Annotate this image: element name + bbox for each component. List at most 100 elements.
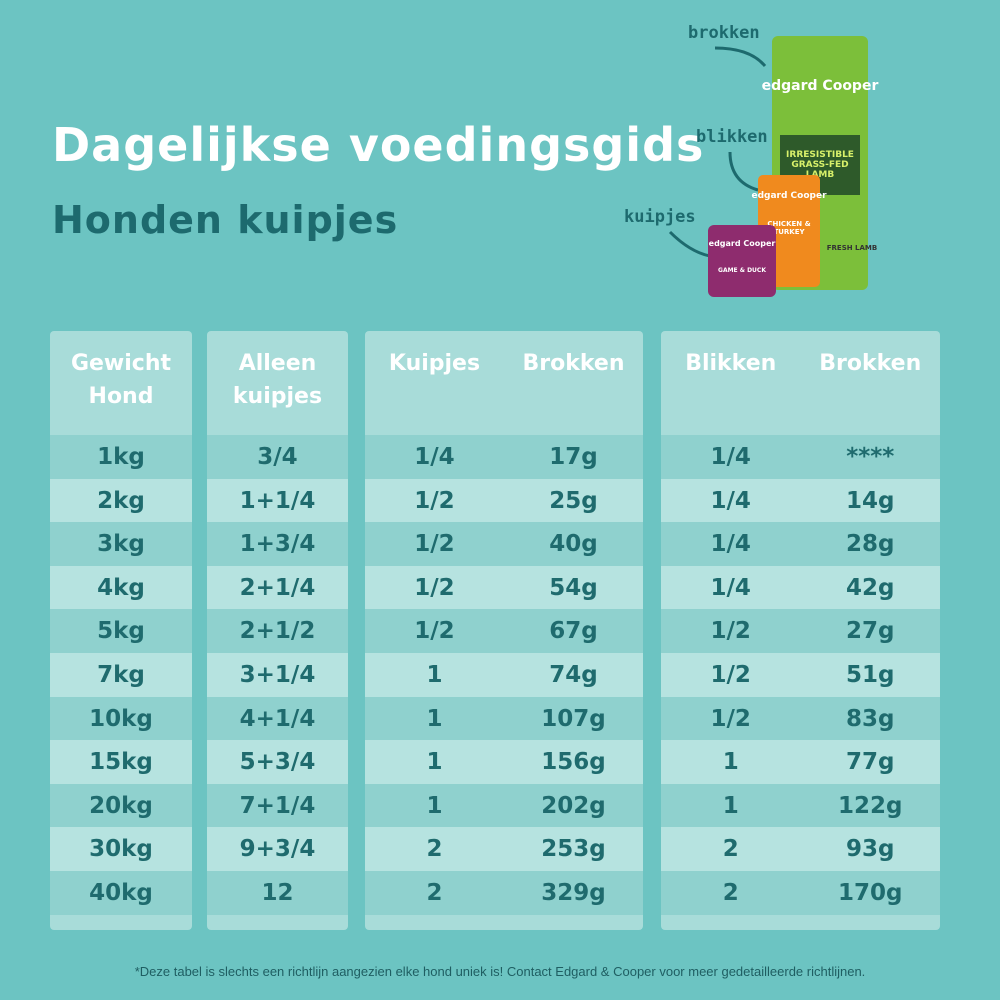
table-cell: 93g: [846, 836, 895, 863]
table-cell: 14g: [846, 487, 895, 514]
table-cell: 1: [426, 705, 443, 732]
table-cell: 1+3/4: [239, 531, 316, 558]
table-cell: 1/2: [710, 618, 751, 645]
table-row: 4+1/4: [207, 696, 348, 741]
column-header: Kuipjes: [388, 351, 481, 376]
table-panel: Alleen kuipjes 3/4 1+1/4 1+3/4 2+1/4 2+1/2 3+1…: [207, 331, 348, 930]
table-cell: 5kg: [97, 618, 145, 645]
table-cell: 12: [261, 880, 294, 906]
table-cell: 1/4: [710, 487, 751, 514]
table-panel: Gewicht Hond 1kg 2kg 3kg 4kg 5kg 7kg 10kg 15kg 20…: [50, 331, 192, 930]
column-header: Alleen kuipjes: [232, 351, 323, 409]
table-cell: 1+1/4: [239, 487, 316, 514]
table-cell: 1: [426, 662, 443, 688]
table-row: 1 74g: [365, 653, 643, 697]
table-cell: 20kg: [89, 792, 153, 819]
table-cell: 1: [722, 749, 739, 776]
table-cell: 329g: [541, 880, 606, 906]
table-cell: 1/4: [710, 574, 751, 601]
table-cell: ****: [846, 444, 895, 470]
table-row: 10kg: [50, 696, 192, 741]
table-cell: 3+1/4: [239, 662, 316, 688]
table-row: 1/4 14g: [661, 478, 940, 523]
table-row: 1+3/4: [207, 522, 348, 567]
table-row: 2 170g: [661, 871, 940, 915]
table-cell: 1/4: [710, 444, 751, 470]
table-row: 1+1/4: [207, 478, 348, 523]
table-row: 40kg: [50, 871, 192, 915]
table-row: 1/2 25g: [365, 478, 643, 523]
table-cell: 156g: [541, 749, 606, 776]
table-cell: 7+1/4: [239, 792, 316, 819]
column-header: Blikken: [685, 351, 777, 376]
table-cell: 17g: [549, 444, 598, 470]
table-row: 1 122g: [661, 783, 940, 828]
table-cell: 253g: [541, 836, 606, 863]
table-cell: 40kg: [89, 880, 153, 906]
table-cell: 30kg: [89, 836, 153, 863]
table-row: 1/4 28g: [661, 522, 940, 567]
table-cell: 40g: [549, 531, 598, 558]
table-cell: 2: [722, 880, 739, 906]
table-row: 3/4: [207, 435, 348, 479]
column-header: Brokken: [522, 351, 625, 376]
bag-product-box: IRRESISTIBLE GRASS-FED LAMB: [786, 150, 854, 180]
table-cell: 2kg: [97, 487, 145, 514]
table-cell: 2: [722, 836, 739, 863]
arrow: [714, 46, 767, 68]
table-row: 20kg: [50, 783, 192, 828]
table-cell: 1/4: [710, 531, 751, 558]
table-row: 5+3/4: [207, 740, 348, 785]
product-label: brokken: [688, 23, 760, 43]
table-row: 9+3/4: [207, 827, 348, 872]
table-cell: 1: [426, 749, 443, 776]
table-cell: 202g: [541, 792, 606, 819]
column-header: Brokken: [819, 351, 922, 376]
table-cell: 1/2: [710, 662, 751, 688]
tray: [708, 225, 776, 297]
table-cell: 1/2: [414, 574, 455, 601]
table-cell: 51g: [846, 662, 895, 688]
table-row: 1/4 17g: [365, 435, 643, 479]
table-row: 2kg: [50, 478, 192, 523]
table-cell: 2+1/4: [239, 574, 316, 601]
subtitle: Honden kuipjes: [52, 198, 399, 242]
table-row: 1/2 27g: [661, 609, 940, 654]
table-row: 7+1/4: [207, 783, 348, 828]
table-row: 1/2 67g: [365, 609, 643, 654]
table-row: 2+1/4: [207, 565, 348, 610]
table-cell: 170g: [838, 880, 903, 906]
table-row: 4kg: [50, 565, 192, 610]
table-cell: 3kg: [97, 531, 145, 558]
table-row: 1kg: [50, 435, 192, 479]
can-brand: edgard Cooper: [751, 191, 827, 201]
table-cell: 67g: [549, 618, 598, 645]
table-cell: 54g: [549, 574, 598, 601]
table-cell: 83g: [846, 705, 895, 732]
table-cell: 107g: [541, 705, 606, 732]
table-cell: 28g: [846, 531, 895, 558]
table-cell: 1: [426, 792, 443, 819]
bag-brand: edgard Cooper: [762, 78, 879, 94]
title: Dagelijkse voedingsgids: [52, 118, 705, 172]
table-cell: 5+3/4: [239, 749, 316, 776]
table-cell: 1/4: [414, 444, 455, 470]
table-cell: 42g: [846, 574, 895, 601]
table-row: 1 77g: [661, 740, 940, 785]
product-label: blikken: [696, 127, 768, 147]
table-cell: 15kg: [89, 749, 153, 776]
table-cell: 7kg: [97, 662, 145, 688]
table-panel: Blikken Brokken 1/4 **** 1/4 14g 1/4 28g 1/4 42g 1…: [661, 331, 940, 930]
table-row: 1/2 40g: [365, 522, 643, 567]
table-row: 2 329g: [365, 871, 643, 915]
product-label: kuipjes: [624, 207, 696, 227]
table-cell: 74g: [549, 662, 598, 688]
bag-product: IRRESISTIBLE GRASS-FED LAMB: [786, 150, 854, 180]
table-cell: 122g: [838, 792, 903, 819]
table-row: 3+1/4: [207, 653, 348, 697]
table-row: 30kg: [50, 827, 192, 872]
arrow: [668, 230, 711, 258]
table-row: 2+1/2: [207, 609, 348, 654]
table-cell: 1/2: [710, 705, 751, 732]
can-product: CHICKEN & TURKEY: [767, 220, 811, 236]
